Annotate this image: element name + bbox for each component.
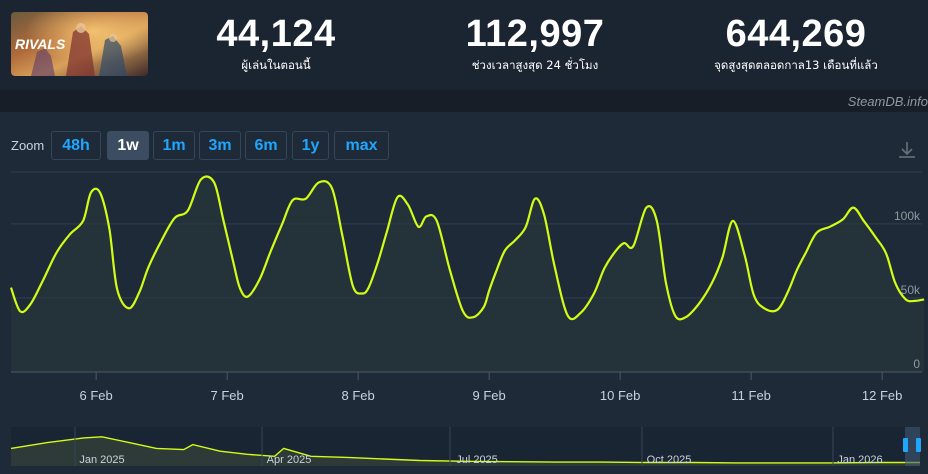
download-icon[interactable] — [896, 139, 918, 161]
game-art-image: RIVALS — [11, 12, 148, 76]
peak-24h-stat: 112,997 ช่วงเวลาสูงสุด 24 ชั่วโมง — [445, 14, 625, 75]
zoom-48h-button[interactable]: 48h — [51, 131, 101, 160]
peak-24h-value: 112,997 — [465, 13, 605, 55]
stats-header: RIVALS 44,124 ผู้เล่นในตอนนี้ 112,997 ช่… — [0, 0, 928, 90]
zoom-1y-button[interactable]: 1y — [292, 131, 329, 160]
steamdb-brand[interactable]: SteamDB.info — [847, 94, 928, 109]
all-time-peak-stat: 644,269 จุดสูงสุดตลอดกาล13 เดือนที่แล้ว — [691, 14, 901, 75]
game-logo-text: RIVALS — [15, 36, 66, 52]
all-time-peak-label: จุดสูงสุดตลอดกาล13 เดือนที่แล้ว — [714, 58, 878, 72]
brand-bar: SteamDB.info — [0, 90, 928, 112]
current-players-label: ผู้เล่นในตอนนี้ — [241, 58, 311, 72]
zoom-6m-button[interactable]: 6m — [245, 131, 287, 160]
chart-panel — [0, 112, 928, 474]
peak-24h-label: ช่วงเวลาสูงสุด 24 ชั่วโมง — [471, 58, 599, 72]
zoom-1m-button[interactable]: 1m — [153, 131, 195, 160]
zoom-3m-button[interactable]: 3m — [199, 131, 241, 160]
zoom-1w-button[interactable]: 1w — [107, 131, 149, 160]
game-thumbnail[interactable]: RIVALS — [11, 12, 148, 76]
current-players-value: 44,124 — [216, 13, 336, 55]
zoom-label: Zoom — [11, 138, 45, 153]
zoom-max-button[interactable]: max — [334, 131, 389, 160]
all-time-peak-value: 644,269 — [725, 13, 867, 55]
current-players-stat: 44,124 ผู้เล่นในตอนนี้ — [196, 14, 356, 75]
